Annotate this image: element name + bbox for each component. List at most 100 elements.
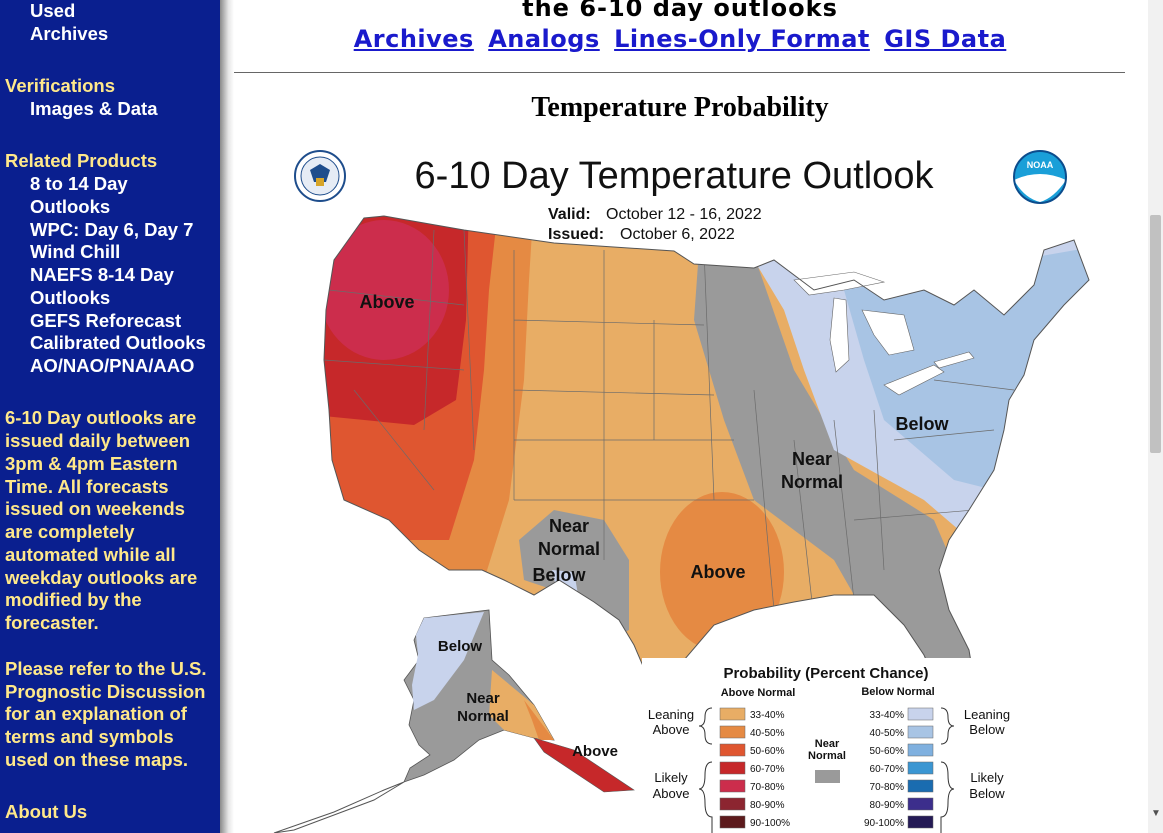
label-below-east: Below: [895, 414, 949, 434]
legend-above-swatch: [719, 707, 746, 721]
sidebar-about-us-link[interactable]: About Us: [5, 801, 88, 822]
sidebar-item-naefs[interactable]: NAEFS 8-14 Day: [30, 264, 174, 285]
legend-leaning-below-1: Leaning: [964, 707, 1010, 722]
legend-above-swatch: [719, 725, 746, 739]
vertical-scrollbar[interactable]: ▼: [1148, 0, 1163, 833]
alaska-below-region: [412, 612, 484, 710]
sidebar-note-line: are completely: [5, 521, 135, 542]
sidebar-item-gefs[interactable]: GEFS Reforecast: [30, 310, 182, 331]
legend-below-header: Below Normal: [861, 686, 934, 698]
lake-huron: [861, 309, 915, 356]
sidebar-note-line: 3pm & 4pm Eastern: [5, 453, 178, 474]
sidebar-item-images-data[interactable]: Images & Data: [30, 98, 158, 119]
sidebar-note-line: issued daily between: [5, 430, 191, 451]
legend-near-header-1: Near: [815, 738, 840, 750]
alaska-panhandle-region: [533, 737, 635, 793]
legend-below-bin-label: 33-40%: [870, 710, 905, 721]
sidebar-note-line: automated while all: [5, 544, 176, 565]
doc-seal-icon: [294, 150, 346, 202]
sidebar-note-line: Please refer to the U.S.: [5, 658, 207, 679]
sidebar: Used Archives Verifications Images & Dat…: [0, 0, 220, 833]
legend-brace-leaning-above: [698, 707, 713, 745]
sidebar-shadow: [220, 0, 234, 833]
sidebar-item-naefs-outlooks[interactable]: Outlooks: [30, 287, 111, 308]
sidebar-note-line: forecaster.: [5, 612, 99, 633]
legend-below-swatch: [907, 725, 934, 739]
aleutian-islands: [273, 781, 405, 833]
legend-brace-likely-below: [940, 761, 955, 833]
legend-below-swatch: [907, 743, 934, 757]
sidebar-item-ao-nao[interactable]: AO/NAO/PNA/AAO: [30, 355, 195, 376]
scrollbar-thumb[interactable]: [1150, 215, 1161, 453]
legend-above-bin-label: 80-90%: [750, 800, 785, 811]
legend-above-rows: 33-40% 40-50% 50-60% 60-70% 70-80% 80-90% 90-1…: [719, 707, 790, 829]
legend-below-bin-label: 90-100%: [864, 818, 904, 829]
map-title: 6-10 Day Temperature Outlook: [415, 155, 935, 197]
legend-leaning-below-2: Below: [969, 722, 1005, 737]
archives-link[interactable]: Archives: [353, 25, 474, 53]
section-title: Temperature Probability: [531, 92, 829, 123]
sidebar-note-line: modified by the: [5, 589, 142, 610]
label-ak-below: Below: [438, 638, 483, 655]
temperature-outlook-map[interactable]: NOAA 6-10 Day Temperature Outlook Valid:…: [234, 140, 1148, 833]
legend-below-bin-label: 50-60%: [870, 746, 905, 757]
legend-above-swatch: [719, 797, 746, 811]
legend-above-bin-label: 50-60%: [750, 746, 785, 757]
legend-above-bin-label: 60-70%: [750, 764, 785, 775]
valid-value: October 12 - 16, 2022: [606, 206, 762, 223]
legend-above-swatch: [719, 779, 746, 793]
header-links: Archives Analogs Lines-Only Format GIS D…: [234, 25, 1126, 53]
legend-below-swatch: [907, 761, 934, 775]
issued-value: October 6, 2022: [620, 226, 735, 243]
legend-leaning-above-1: Leaning: [648, 707, 694, 722]
sidebar-prognostic-link[interactable]: Prognostic Discussion: [5, 681, 206, 702]
legend-below-swatch: [907, 779, 934, 793]
legend-likely-below-1: Likely: [970, 770, 1004, 785]
legend-above-swatch: [719, 743, 746, 757]
svg-text:NOAA: NOAA: [1027, 160, 1054, 170]
scroll-down-arrow-icon[interactable]: ▼: [1151, 808, 1161, 819]
legend-near-normal-swatch: [815, 770, 840, 783]
sidebar-heading-related-products[interactable]: Related Products: [5, 150, 158, 171]
legend-above-bin-label: 90-100%: [750, 818, 790, 829]
label-near-east-2: Normal: [781, 472, 843, 492]
legend-near-header-2: Normal: [808, 750, 846, 762]
sidebar-archives-link[interactable]: Archives: [30, 23, 109, 44]
gis-data-link[interactable]: GIS Data: [884, 25, 1007, 53]
label-near-sw-2: Normal: [538, 539, 600, 559]
sidebar-used-label[interactable]: Used: [30, 0, 76, 21]
legend-below-swatch: [907, 815, 934, 829]
legend-above-bin-label: 33-40%: [750, 710, 785, 721]
sidebar-note-line: weekday outlooks are: [5, 567, 198, 588]
legend-below-rows: 33-40% 40-50% 50-60% 60-70% 70-80% 80-90% 90-1…: [864, 707, 934, 829]
sidebar-item-8-14[interactable]: 8 to 14 Day: [30, 173, 128, 194]
sidebar-item-8-14-outlooks[interactable]: Outlooks: [30, 196, 111, 217]
legend-above-swatch: [719, 815, 746, 829]
state-borders: [324, 229, 1015, 621]
legend-below-swatch: [907, 797, 934, 811]
sidebar-note-line: terms and symbols: [5, 726, 174, 747]
legend-below-bin-label: 60-70%: [870, 764, 905, 775]
sidebar-item-wpc[interactable]: WPC: Day 6, Day 7: [30, 219, 194, 240]
label-near-sw-1: Near: [549, 516, 589, 536]
label-ak-near-1: Near: [466, 690, 500, 707]
sidebar-heading-verifications[interactable]: Verifications: [5, 75, 116, 96]
legend-above-bin-label: 70-80%: [750, 782, 785, 793]
lake-michigan: [829, 297, 850, 373]
analogs-link[interactable]: Analogs: [488, 25, 600, 53]
legend-above-swatch: [719, 761, 746, 775]
sidebar-item-calibrated[interactable]: Calibrated Outlooks: [30, 332, 206, 353]
main-content: the 6-10 day outlooks Archives Analogs L…: [234, 0, 1148, 833]
lines-only-link[interactable]: Lines-Only Format: [614, 25, 870, 53]
noaa-logo-icon: NOAA: [1013, 150, 1067, 204]
legend-above-bin-label: 40-50%: [750, 728, 785, 739]
legend-likely-above-1: Likely: [654, 770, 688, 785]
legend-below-bin-label: 40-50%: [870, 728, 905, 739]
label-below-sw: Below: [532, 565, 586, 585]
legend-title: Probability (Percent Chance): [723, 665, 928, 682]
label-above-west: Above: [359, 292, 414, 312]
legend-brace-likely-above: [698, 761, 713, 833]
sidebar-item-wind-chill[interactable]: Wind Chill: [30, 241, 121, 262]
alaska-above-50-region: [524, 700, 554, 740]
legend-below-swatch: [907, 707, 934, 721]
